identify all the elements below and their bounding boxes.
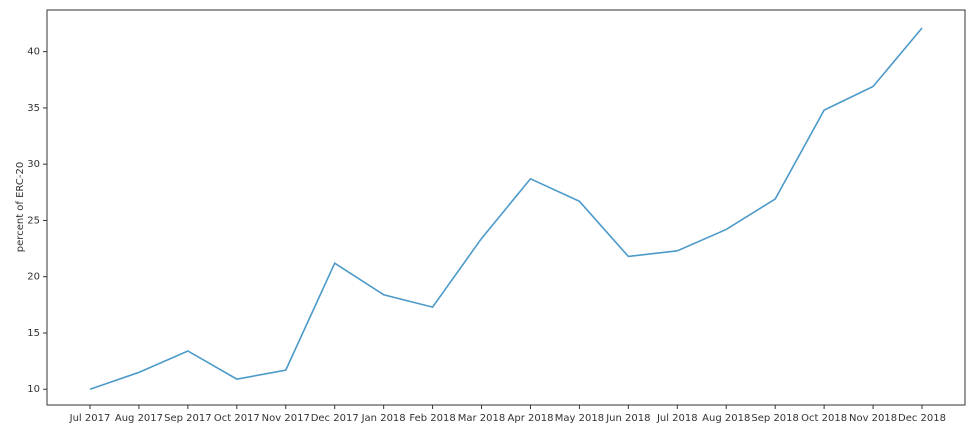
x-tick-label: Nov 2018	[849, 413, 897, 424]
y-axis-label: percent of ERC-20	[15, 162, 26, 252]
y-tick-label: 10	[27, 384, 40, 395]
x-tick-label: Sep 2018	[751, 413, 798, 424]
x-tick-label: Jun 2018	[605, 413, 650, 424]
y-tick-label: 40	[27, 47, 40, 58]
x-tick-label: Jul 2017	[69, 413, 111, 424]
y-tick-label: 30	[27, 159, 40, 170]
x-tick-label: Oct 2017	[214, 413, 260, 424]
x-tick-label: Jan 2018	[361, 413, 406, 424]
x-tick-label: Oct 2018	[801, 413, 847, 424]
x-tick-label: Sep 2017	[164, 413, 211, 424]
y-tick-label: 25	[27, 215, 40, 226]
x-tick-label: Nov 2017	[262, 413, 310, 424]
line-series	[89, 27, 923, 391]
y-tick-label: 15	[27, 328, 40, 339]
y-tick-label: 35	[27, 103, 40, 114]
x-tick-label: Aug 2018	[702, 413, 750, 424]
x-tick-label: Jul 2018	[656, 413, 698, 424]
x-tick-label: Dec 2017	[311, 413, 359, 424]
x-tick-label: Aug 2017	[115, 413, 163, 424]
y-tick-label: 20	[27, 272, 40, 283]
x-tick-label: Apr 2018	[508, 413, 554, 424]
plot-frame	[46, 9, 966, 406]
x-tick-label: Dec 2018	[898, 413, 946, 424]
x-tick-label: May 2018	[555, 413, 604, 424]
x-tick-label: Feb 2018	[409, 413, 455, 424]
x-tick-label: Mar 2018	[458, 413, 506, 424]
